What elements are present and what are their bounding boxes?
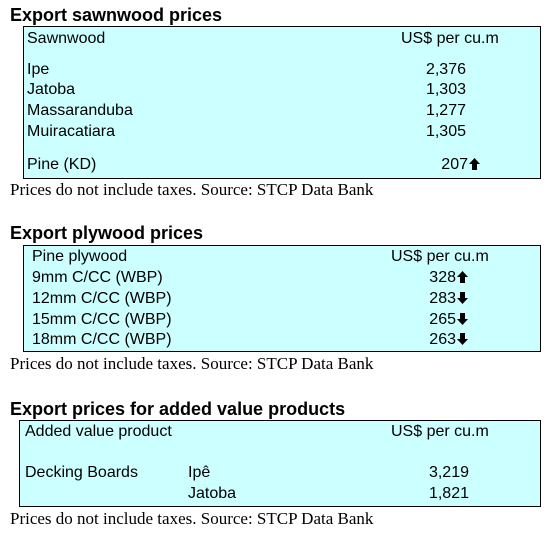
added-value-note: Prices do not include taxes. Source: STC…: [10, 509, 374, 528]
sawnwood-note: Prices do not include taxes. Source: STC…: [10, 180, 374, 199]
sawnwood-row-price: 1,305: [425, 123, 466, 140]
plywood-row-price: 328: [380, 269, 468, 287]
sawnwood-row-price: 1,303: [425, 81, 466, 98]
up-arrow-icon: [457, 271, 468, 283]
plywood-row-price: 265: [380, 311, 468, 329]
plywood-row-price-value: 263: [429, 331, 456, 348]
sawnwood-pine-price: 207: [380, 156, 480, 174]
plywood-title: Export plywood prices: [10, 223, 204, 243]
plywood-row-price-value: 265: [429, 311, 456, 328]
added-value-product-name: Decking Boards: [25, 464, 138, 481]
sawnwood-row-price: 1,277: [425, 102, 466, 119]
added-value-species: Jatoba: [188, 485, 237, 502]
added-value-title: Export prices for added value products: [10, 399, 346, 419]
plywood-row-price: 283: [380, 290, 468, 308]
sawnwood-title: Export sawnwood prices: [10, 5, 223, 25]
sawnwood-row-name: Jatoba: [27, 81, 76, 98]
up-arrow-icon: [469, 158, 480, 170]
sawnwood-col-price: US$ per cu.m: [401, 30, 499, 47]
added-value-species: Ipê: [188, 464, 211, 481]
added-value-col-product: Added value product: [25, 423, 172, 440]
plywood-col-product: Pine plywood: [32, 248, 128, 265]
sawnwood-pine-name: Pine (KD): [27, 156, 97, 173]
plywood-row-name: 15mm C/CC (WBP): [32, 311, 172, 328]
plywood-row-name: 18mm C/CC (WBP): [32, 331, 172, 348]
added-value-price: 1,821: [428, 485, 469, 502]
plywood-row-price-value: 283: [429, 290, 456, 307]
plywood-row-name: 9mm C/CC (WBP): [32, 269, 163, 286]
plywood-col-price: US$ per cu.m: [391, 248, 489, 265]
plywood-note: Prices do not include taxes. Source: STC…: [10, 354, 374, 373]
sawnwood-row-price: 2,376: [425, 61, 466, 78]
sawnwood-pine-price-value: 207: [441, 156, 468, 173]
added-value-col-price: US$ per cu.m: [391, 423, 489, 440]
sawnwood-col-product: Sawnwood: [27, 30, 106, 47]
down-arrow-icon: [457, 313, 468, 325]
added-value-price: 3,219: [428, 464, 469, 481]
plywood-row-name: 12mm C/CC (WBP): [32, 290, 172, 307]
plywood-row-price: 263: [380, 331, 468, 349]
plywood-row-price-value: 328: [429, 269, 456, 286]
sawnwood-row-name: Ipe: [27, 61, 50, 78]
sawnwood-table: [23, 26, 541, 179]
added-value-table: [19, 420, 541, 507]
sawnwood-row-name: Muiracatiara: [27, 123, 116, 140]
down-arrow-icon: [457, 333, 468, 345]
plywood-table: [23, 245, 541, 352]
down-arrow-icon: [457, 292, 468, 304]
sawnwood-row-name: Massaranduba: [27, 102, 133, 119]
